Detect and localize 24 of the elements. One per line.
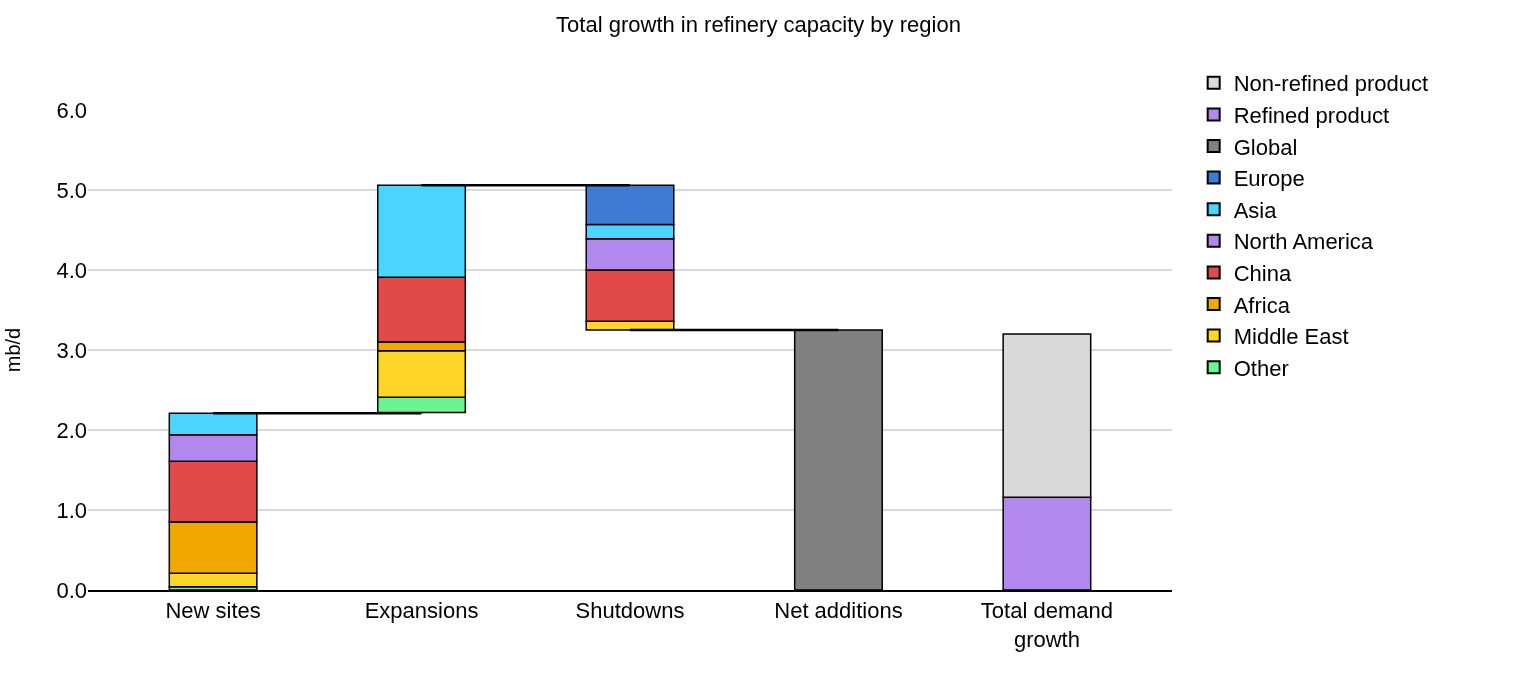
legend-label: Africa — [1233, 292, 1291, 318]
chart-title: Total growth in refinery capacity by region — [556, 12, 961, 38]
x-tick-label: Net additions — [774, 598, 903, 624]
x-tick-label: Expansions — [364, 598, 479, 624]
y-tick-label: 4.0 — [56, 257, 87, 283]
legend-label: North America — [1233, 229, 1374, 255]
legend-label: China — [1233, 260, 1292, 286]
x-tick-label: New sites — [165, 598, 261, 624]
legend-label: Global — [1233, 134, 1298, 160]
y-axis-title: mb/d — [1, 327, 24, 373]
y-tick-label: 5.0 — [56, 177, 87, 203]
legend-label: Europe — [1233, 166, 1305, 192]
legend-label: Non-refined product — [1233, 71, 1429, 97]
y-tick-label: 0.0 — [56, 577, 87, 603]
x-tick-label: Total demand growth — [980, 598, 1113, 652]
legend-label: Asia — [1233, 197, 1278, 223]
y-tick-label: 2.0 — [56, 417, 87, 443]
x-tick-label: Shutdowns — [575, 598, 685, 624]
legend-label: Other — [1233, 355, 1289, 381]
legend-label: Middle East — [1233, 324, 1349, 350]
y-tick-label: 3.0 — [56, 337, 87, 363]
legend-label: Refined product — [1233, 102, 1390, 128]
y-tick-label: 1.0 — [56, 497, 87, 523]
y-tick-label: 6.0 — [56, 97, 87, 123]
